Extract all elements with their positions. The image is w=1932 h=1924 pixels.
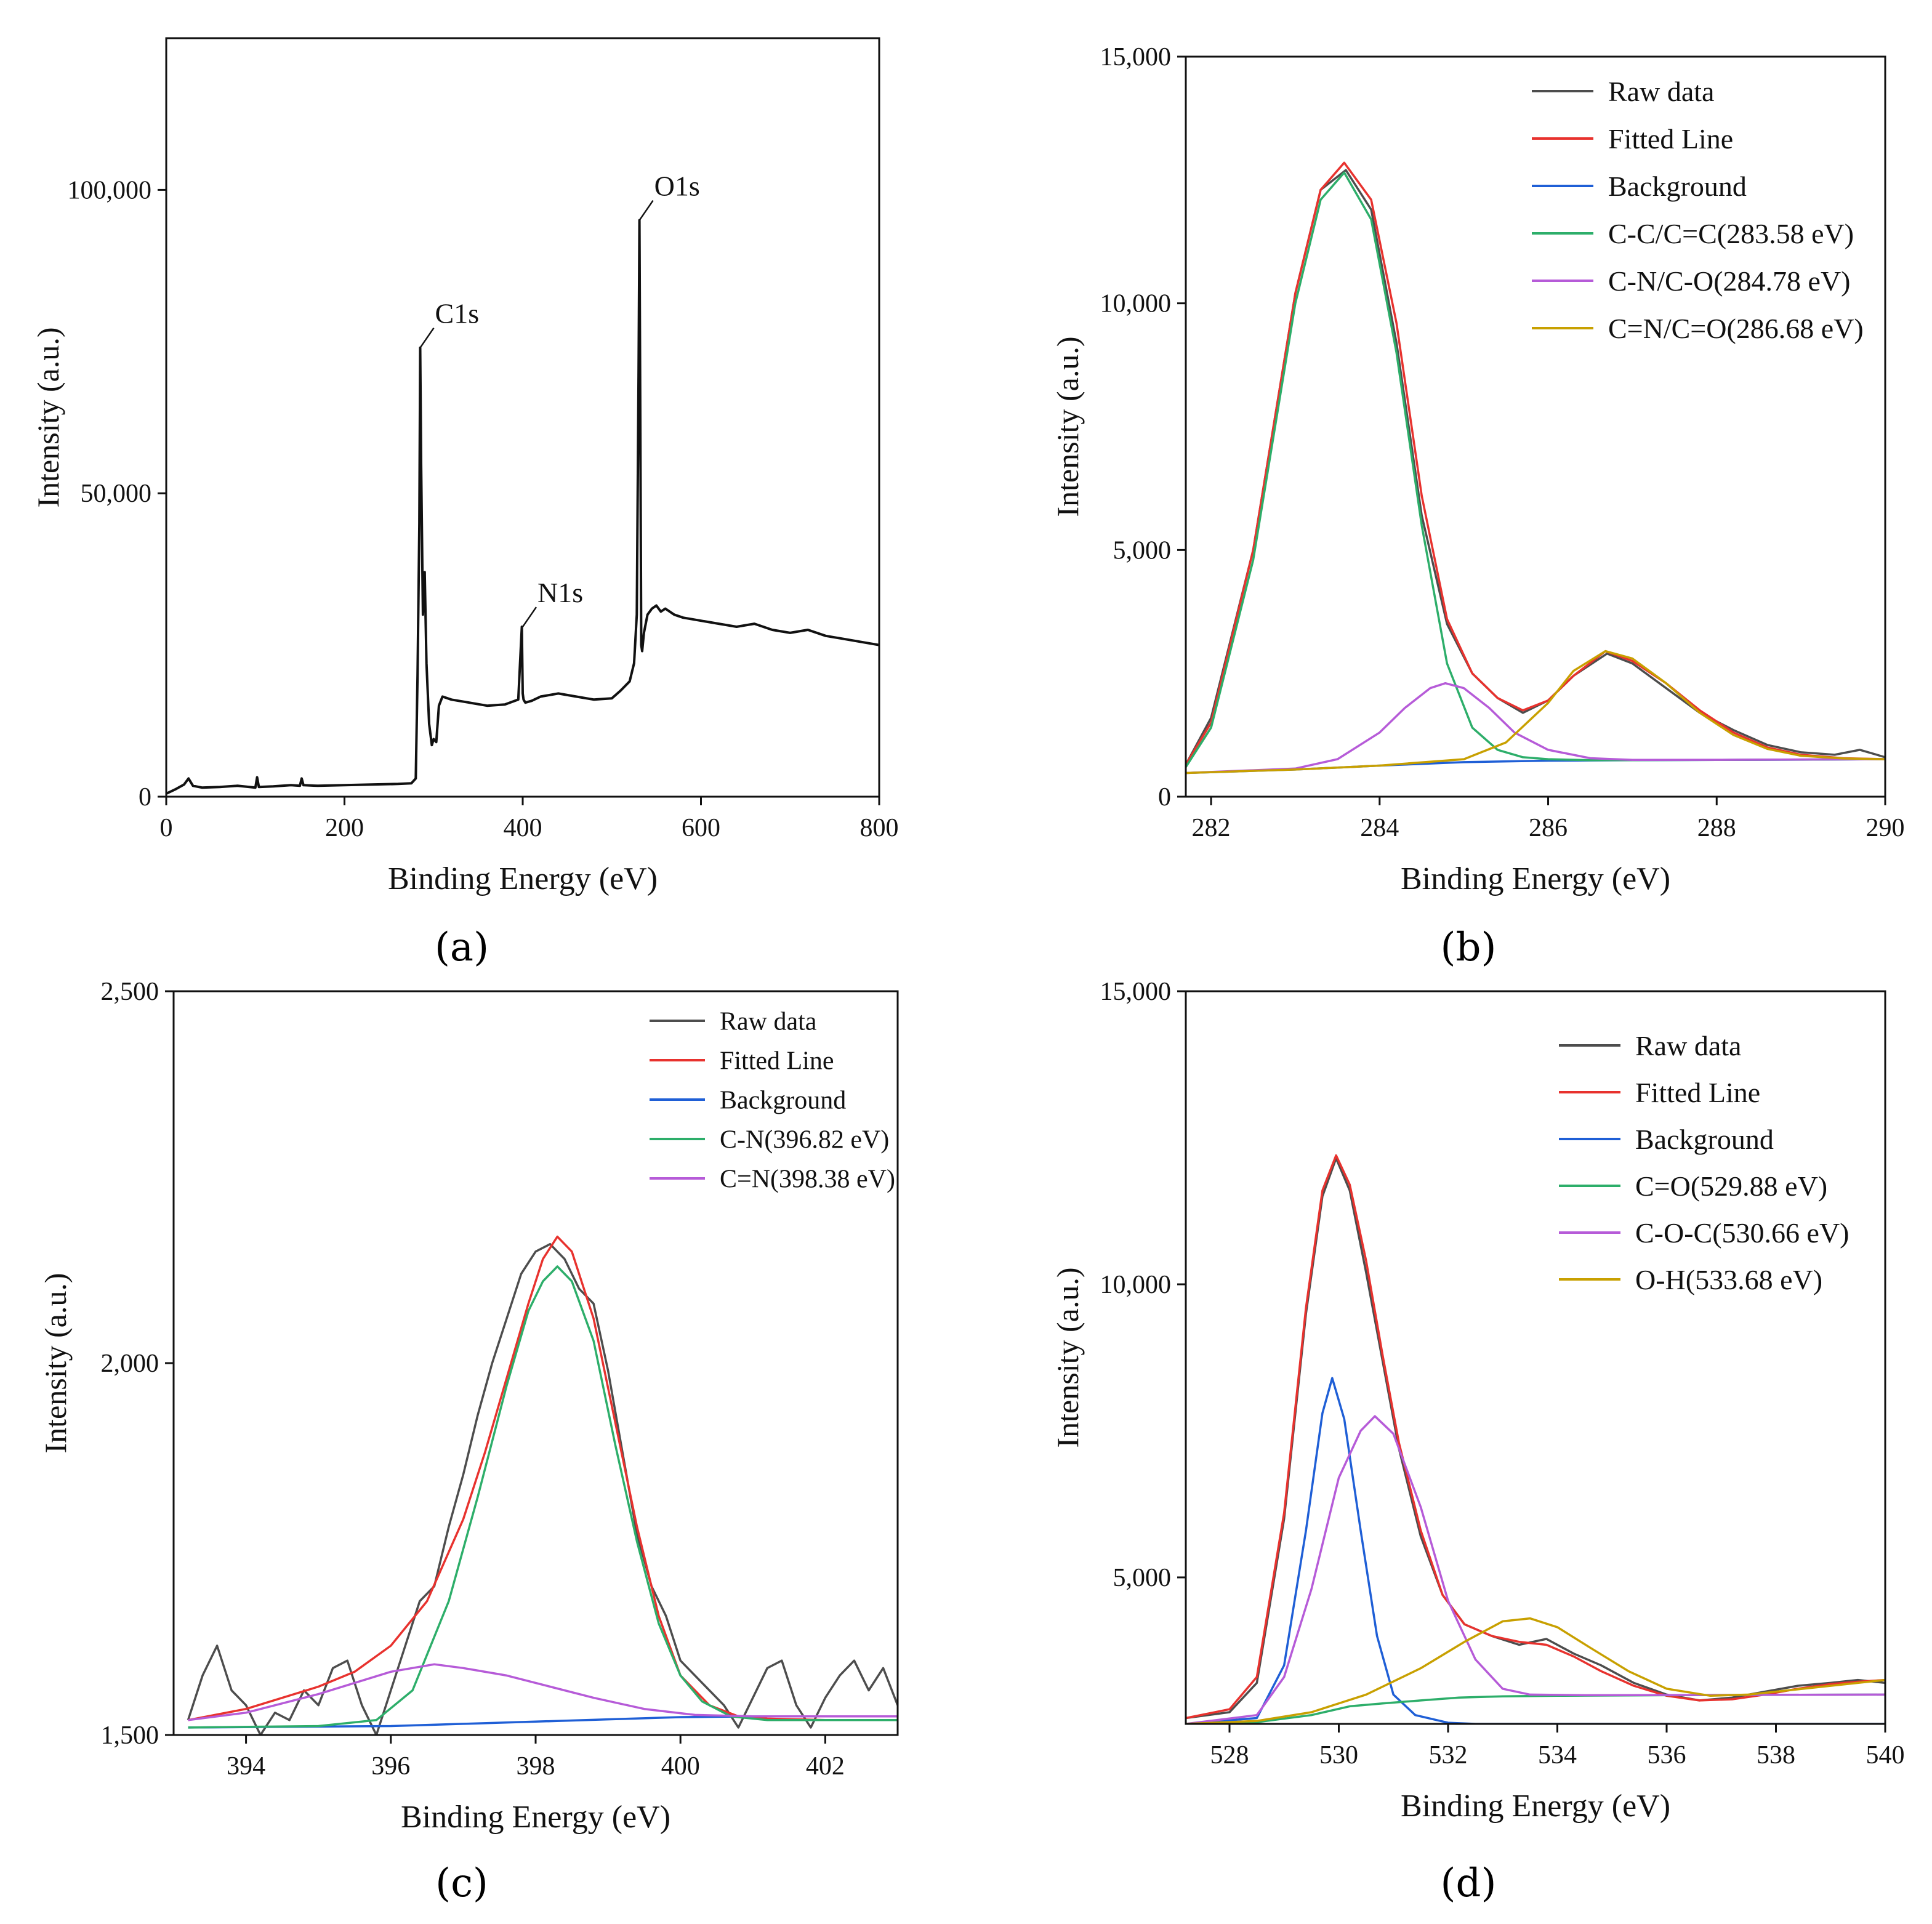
peak-annotation: N1s <box>537 577 583 608</box>
legend-label: C=N(398.38 eV) <box>720 1165 895 1194</box>
series-line-c-1 <box>188 1235 898 1721</box>
legend-label: C-C/C=C(283.58 eV) <box>1608 218 1854 249</box>
y-tick-label: 15,000 <box>1100 43 1172 71</box>
x-axis-label: Binding Energy (eV) <box>401 1800 670 1835</box>
series-line-b-4 <box>1186 682 1885 775</box>
annotation-leader <box>521 606 537 627</box>
legend: Raw data Fitted Line Background C-N(396.82 … <box>650 1008 895 1194</box>
legend: Raw data Fitted Line Background C=O(529.88 … <box>1559 1030 1849 1295</box>
series-line-c-4 <box>188 1663 898 1721</box>
x-tick-label: 200 <box>325 814 364 842</box>
legend-label: C-N(396.82 eV) <box>720 1126 889 1154</box>
peak-annotation: C1s <box>435 298 480 329</box>
y-tick-label: 10,000 <box>1100 1271 1172 1299</box>
x-tick-label: 800 <box>860 814 899 842</box>
x-axis-label: Binding Energy (eV) <box>1401 861 1670 896</box>
x-tick-label: 540 <box>1866 1741 1905 1769</box>
panel-label-c: (c) <box>435 1861 488 1906</box>
legend-label: Background <box>1635 1124 1774 1155</box>
panel-label-b: (b) <box>1441 925 1497 970</box>
x-tick-label: 290 <box>1866 814 1905 842</box>
y-axis-label: Intensity (a.u.) <box>1050 337 1085 517</box>
legend-label: Background <box>1608 171 1747 202</box>
y-axis-label: Intensity (a.u.) <box>1050 1268 1085 1448</box>
panel-d: 528 530 532 534 536 538 540 5,000 10,000 15,000 Bi… <box>1050 978 1905 1824</box>
x-tick-label: 394 <box>227 1752 265 1781</box>
x-tick-label: 282 <box>1192 814 1231 842</box>
y-tick-label: 15,000 <box>1100 978 1172 1006</box>
y-tick-label: 5,000 <box>1113 1564 1172 1592</box>
plot-area <box>1186 161 1885 775</box>
x-tick-label: 538 <box>1757 1741 1795 1769</box>
y-axis-label: Intensity (a.u.) <box>31 328 65 508</box>
x-tick-label: 532 <box>1429 1741 1468 1769</box>
x-tick-label: 396 <box>371 1752 410 1781</box>
x-tick-label: 288 <box>1697 814 1736 842</box>
legend-label: C=N/C=O(286.68 eV) <box>1608 313 1864 344</box>
series-line-d-4 <box>1186 1415 1885 1724</box>
series-line-b-1 <box>1186 161 1885 765</box>
y-tick-label: 50,000 <box>81 480 152 508</box>
plot-area <box>166 219 879 795</box>
y-tick-label: 10,000 <box>1100 290 1172 318</box>
plot-area <box>1186 1154 1885 1724</box>
legend-label: C-O-C(530.66 eV) <box>1635 1217 1849 1249</box>
x-tick-label: 528 <box>1210 1741 1249 1769</box>
legend-label: O-H(533.68 eV) <box>1635 1264 1822 1295</box>
legend-label: Background <box>720 1087 846 1115</box>
plot-frame <box>1185 55 1886 798</box>
y-tick-label: 100,000 <box>68 176 152 204</box>
x-tick-label: 600 <box>682 814 720 842</box>
legend-label: Fitted Line <box>1608 123 1733 155</box>
series-line-b-3 <box>1186 171 1885 768</box>
x-tick-label: 400 <box>504 814 542 842</box>
peak-annotation: O1s <box>654 171 700 202</box>
panel-c: 394 396 398 400 402 1,500 2,000 2,500 Binding En… <box>38 978 899 1835</box>
panel-label-d: (d) <box>1441 1861 1497 1906</box>
x-axis-label: Binding Energy (eV) <box>1401 1789 1670 1824</box>
y-tick-label: 5,000 <box>1113 536 1172 565</box>
annotation-leader <box>638 199 654 221</box>
legend-label: Raw data <box>720 1008 817 1036</box>
x-tick-label: 284 <box>1360 814 1399 842</box>
plot-frame <box>1185 990 1886 1725</box>
legend-label: C=O(529.88 eV) <box>1635 1170 1827 1202</box>
x-tick-label: 400 <box>661 1752 700 1781</box>
legend-label: Raw data <box>1635 1030 1741 1061</box>
y-tick-label: 1,500 <box>101 1721 159 1750</box>
y-tick-label: 2,500 <box>101 978 159 1006</box>
plot-area <box>187 1235 898 1735</box>
annotation-leader <box>419 327 435 348</box>
series-line-d-5 <box>1186 1617 1885 1724</box>
legend-label: C-N/C-O(284.78 eV) <box>1608 265 1851 297</box>
x-tick-label: 536 <box>1648 1741 1686 1769</box>
x-tick-label: 534 <box>1538 1741 1577 1769</box>
x-axis-label: Binding Energy (eV) <box>388 861 658 896</box>
x-tick-label: 402 <box>806 1752 845 1781</box>
y-tick-label: 2,000 <box>101 1350 159 1378</box>
series-line-c-3 <box>188 1265 898 1729</box>
x-tick-label: 398 <box>517 1752 555 1781</box>
legend-label: Raw data <box>1608 76 1714 107</box>
panel-label-a: (a) <box>435 925 489 970</box>
x-tick-label: 286 <box>1529 814 1568 842</box>
series-line-a-0 <box>166 219 879 795</box>
y-tick-label: 0 <box>1158 783 1171 811</box>
y-tick-label: 0 <box>139 783 151 811</box>
legend-label: Fitted Line <box>1635 1077 1760 1108</box>
legend: Raw data Fitted Line Background C-C/C=C(283… <box>1532 76 1864 344</box>
series-line-d-2 <box>1186 1377 1885 1724</box>
series-line-d-1 <box>1186 1154 1885 1720</box>
x-tick-label: 0 <box>160 814 173 842</box>
x-tick-label: 530 <box>1319 1741 1358 1769</box>
series-line-b-5 <box>1186 650 1885 775</box>
series-line-c-0 <box>187 1242 898 1735</box>
panel-b: 282 284 286 288 290 0 5,000 10,000 15,000 Binding… <box>1050 43 1905 896</box>
legend-label: Fitted Line <box>720 1047 834 1076</box>
y-axis-label: Intensity (a.u.) <box>38 1273 73 1454</box>
panel-a: 0 200 400 600 800 0 50,000 100,000 Binding Energ… <box>31 37 899 896</box>
